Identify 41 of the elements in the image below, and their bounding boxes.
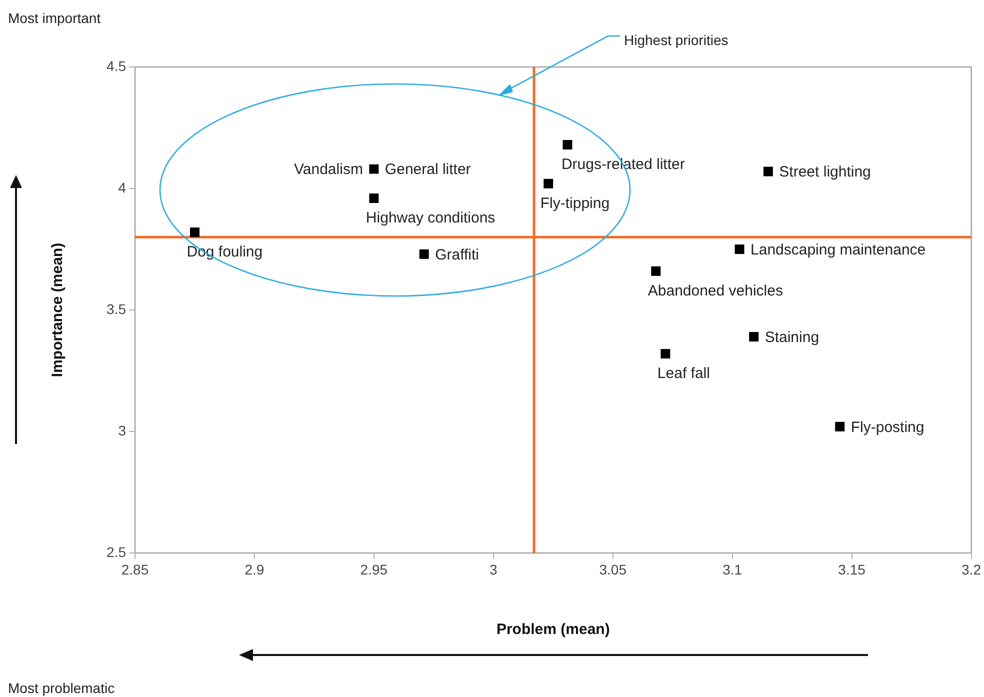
x-tick-label: 3.1 [722,561,742,578]
text: Most important [8,10,101,26]
point [562,140,572,150]
series-label: Landscaping maintenance [750,241,926,258]
point [660,349,670,358]
point [749,332,759,342]
x-tick-label: 2.85 [121,561,149,578]
point [763,166,773,176]
point [835,422,845,432]
series-label: Highway conditions [366,209,496,226]
point [369,193,379,203]
x-axis-title: Problem (mean) [496,621,610,638]
x-tick-label: 3 [490,561,498,578]
y-tick-label: 3.5 [106,300,126,317]
series-label: Vandalism [294,161,363,178]
series-label: Staining [764,328,820,346]
point [190,228,200,237]
y-tick-label: 2.5 [106,544,126,560]
point [544,178,554,188]
y-axis-title: Importance (mean) [49,242,66,378]
series-label: Fly-tipping [540,194,610,212]
x-tick-label: 2.95 [360,561,388,578]
x-tick-label: 3.05 [599,561,627,578]
point [369,164,379,174]
y-tick-label: 4.5 [106,58,126,74]
text: Most problematic [8,680,115,696]
x-tick-label: 3.15 [838,561,866,578]
x-tick-label: 2.9 [244,561,264,578]
series-label: Abandoned vehicles [648,282,783,300]
point [651,266,661,276]
series-label: Fly-posting [850,418,924,436]
annotation: General litter [384,161,471,178]
text: Highest priorities [624,32,728,48]
point [734,244,744,254]
y-tick-label: 4 [118,179,126,196]
series-label: Leaf fall [657,364,710,382]
series-label: Street lighting [779,164,871,181]
series-label: Graffiti [435,246,480,264]
point [419,249,429,259]
x-tick-label: 3.2 [962,561,982,578]
y-tick-label: 3 [118,422,126,438]
